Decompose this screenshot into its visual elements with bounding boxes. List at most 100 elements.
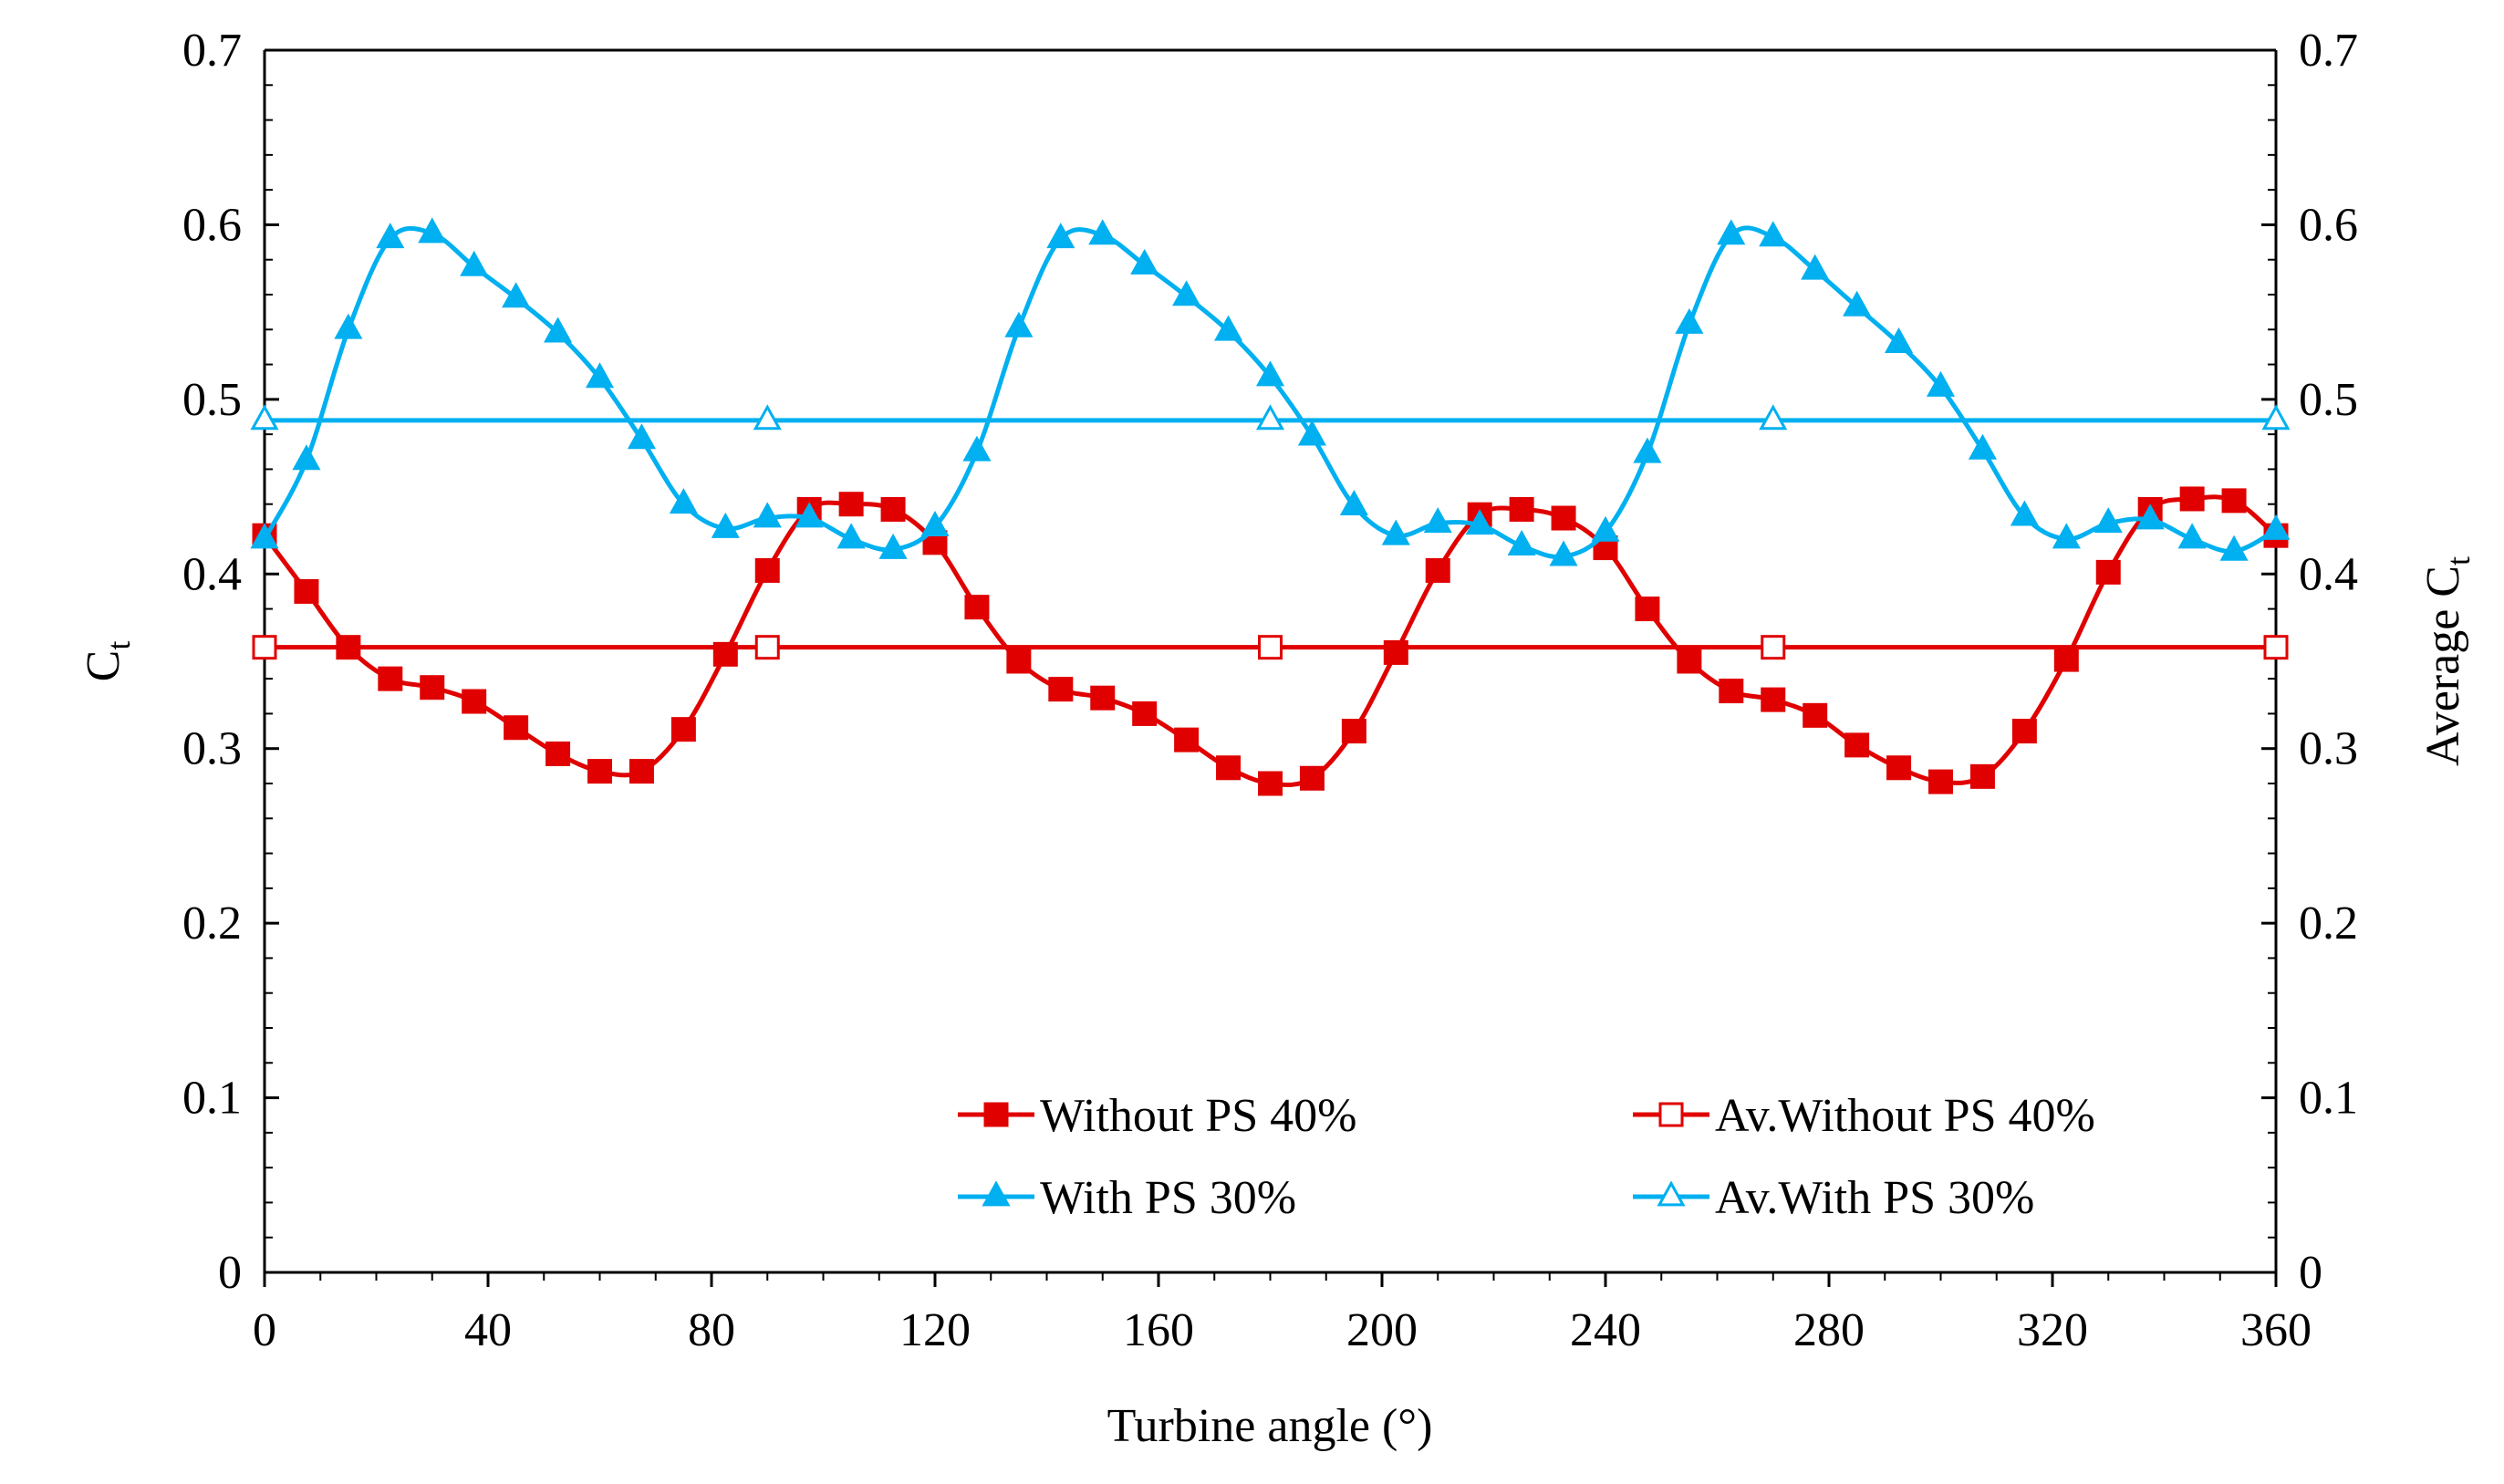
data-point (420, 675, 445, 700)
data-point (2052, 523, 2081, 549)
data-point (754, 635, 780, 660)
legend-item: Without PS 40% (958, 1090, 1357, 1142)
data-point (1425, 557, 1450, 583)
y-axis-right-title-main: Average C (2417, 566, 2469, 766)
data-point (1341, 719, 1366, 744)
data-point (1717, 219, 1746, 245)
data-point (1004, 311, 1034, 337)
x-tick-label: 280 (1793, 1304, 1865, 1356)
data-point (1549, 540, 1578, 566)
data-point (502, 282, 531, 308)
legend-swatch-marker (983, 1102, 1009, 1127)
data-point (1048, 677, 1074, 702)
data-point (1551, 505, 1576, 531)
data-point (712, 641, 738, 667)
y-tick-label: 0.1 (2299, 1073, 2358, 1125)
data-point (964, 595, 990, 620)
y-tick-label: 0.5 (182, 374, 242, 426)
data-point (545, 741, 571, 766)
data-point (1759, 404, 1788, 431)
legend-item: Av.Without PS 40% (1633, 1090, 2095, 1142)
y-tick-label: 0.5 (2299, 374, 2358, 426)
data-point (1423, 507, 1452, 534)
data-point (1761, 635, 1786, 660)
data-point (336, 635, 361, 660)
y-tick-label: 0.2 (2299, 898, 2358, 950)
data-point (1885, 327, 1914, 353)
y-tick-label: 0.6 (2299, 199, 2358, 251)
data-point (1633, 437, 1662, 463)
y-tick-label: 0.3 (182, 723, 242, 775)
x-axis-ticks: 0 40 80 120 160 200 240 280 320 360 (253, 1272, 2312, 1356)
data-point (1132, 700, 1158, 726)
data-point (2135, 503, 2165, 530)
data-point (250, 523, 279, 549)
data-point (795, 502, 824, 528)
y-tick-label: 0.7 (182, 25, 242, 77)
data-point (2261, 514, 2291, 540)
legend-label: With PS 30% (1040, 1172, 1296, 1224)
data-point (878, 533, 908, 559)
data-point (880, 496, 906, 522)
x-tick-label: 360 (2240, 1304, 2312, 1356)
data-point (670, 717, 696, 742)
legend-label: Without PS 40% (1040, 1090, 1357, 1142)
data-point (1339, 490, 1368, 516)
legend-label: Av.Without PS 40% (1715, 1090, 2095, 1142)
x-tick-label: 200 (1346, 1304, 1418, 1356)
legend-item: With PS 30% (958, 1172, 1296, 1224)
y-tick-label: 0.3 (2299, 723, 2358, 775)
data-point (711, 512, 740, 538)
data-point (1677, 649, 1702, 674)
data-point (376, 223, 405, 249)
data-point (2179, 486, 2205, 512)
y-tick-label: 0.4 (2299, 548, 2358, 600)
data-point (1761, 687, 1786, 712)
data-point (1090, 685, 1116, 711)
data-point (504, 715, 529, 741)
data-point (2094, 507, 2123, 534)
series-av-without-ps-40- (252, 635, 2289, 660)
y-axis-left-ticks: 0 0.1 0.2 0.3 0.4 0.5 0.6 0.7 (182, 25, 279, 1299)
data-point (2261, 404, 2291, 431)
data-point (1843, 290, 1872, 317)
data-point (1258, 771, 1283, 796)
legend-swatch-marker (982, 1180, 1011, 1207)
legend-swatch-marker (1658, 1102, 1684, 1127)
y-tick-label: 0.7 (2299, 25, 2358, 77)
data-point (962, 435, 992, 462)
data-point (1719, 679, 1744, 704)
data-point (1635, 597, 1660, 622)
data-point (2221, 488, 2247, 514)
data-point (1591, 515, 1620, 542)
data-point (1383, 639, 1408, 665)
legend-swatch-marker (1657, 1180, 1686, 1207)
y-axis-right-ticks: 0 0.1 0.2 0.3 0.4 0.5 0.6 0.7 (2261, 25, 2358, 1299)
data-point (1130, 248, 1159, 275)
data-point (1886, 755, 1912, 781)
data-point (1968, 433, 1997, 460)
data-point (2177, 523, 2207, 549)
data-point (1172, 280, 1201, 306)
data-point (587, 759, 612, 784)
data-point (836, 523, 866, 549)
x-tick-label: 120 (899, 1304, 971, 1356)
y-tick-label: 0.1 (182, 1073, 242, 1125)
data-point (627, 423, 656, 450)
data-point (1675, 307, 1704, 334)
data-point (544, 317, 573, 343)
data-point (1216, 755, 1242, 781)
x-axis-title: Turbine angle (°) (1107, 1400, 1433, 1452)
data-point (292, 444, 321, 471)
legend: Without PS 40% Av.Without PS 40% With PS 3… (958, 1090, 2095, 1224)
legend-label: Av.With PS 30% (1715, 1172, 2034, 1224)
data-point (2095, 559, 2121, 585)
data-point (1297, 420, 1326, 446)
data-point (1759, 221, 1788, 247)
x-tick-label: 80 (688, 1304, 735, 1356)
data-point (920, 511, 950, 536)
data-point (294, 578, 319, 604)
series-av-with-ps-30- (250, 404, 2291, 431)
x-tick-label: 240 (1570, 1304, 1641, 1356)
